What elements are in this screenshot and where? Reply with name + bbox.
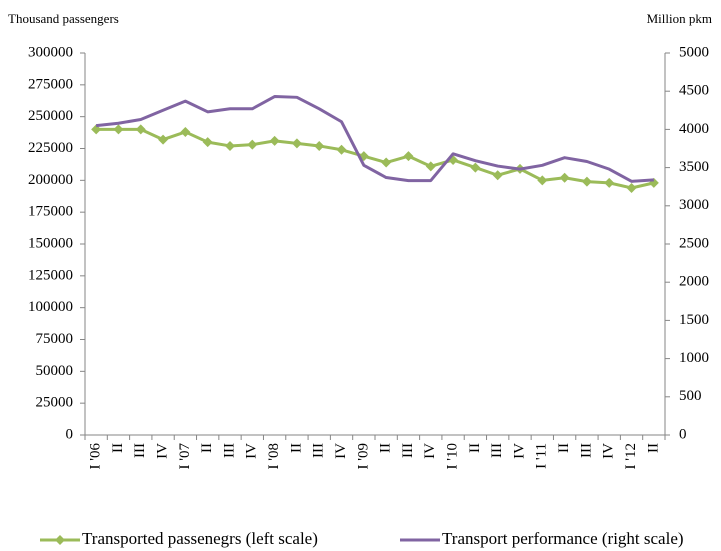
x-tick-label: IV (244, 443, 260, 459)
x-tick-label: II (645, 443, 661, 453)
x-tick-label: I '12 (623, 443, 639, 469)
y2-tick-label: 3000 (679, 197, 709, 213)
x-tick-label: III (578, 443, 594, 458)
x-tick-label: III (311, 443, 327, 458)
x-tick-label: I '06 (88, 443, 104, 470)
x-tick-label: III (489, 443, 505, 458)
point-marker (269, 135, 280, 146)
y2-tick-label: 0 (679, 426, 687, 442)
legend-label: Transport performance (right scale) (442, 529, 684, 548)
legend-label: Transported passenegrs (left scale) (82, 529, 318, 548)
point-marker (581, 176, 592, 187)
x-tick-label: I '10 (445, 443, 461, 469)
x-tick-label: III (132, 443, 148, 458)
y-axis-label: Thousand passengers (8, 11, 119, 26)
point-marker (470, 162, 481, 173)
y-tick-label: 175000 (28, 204, 73, 220)
point-marker (314, 140, 325, 151)
point-marker (180, 126, 191, 137)
x-tick-label: IV (155, 443, 171, 459)
point-marker (135, 124, 146, 135)
x-tick-label: IV (601, 443, 617, 459)
y2-tick-label: 1500 (679, 312, 709, 328)
y-tick-label: 225000 (28, 140, 73, 156)
y2-axis-label: Million pkm (647, 11, 712, 26)
y-tick-label: 125000 (28, 267, 73, 283)
x-tick-label: II (556, 443, 572, 453)
series-line (96, 95, 654, 183)
y2-tick-label: 500 (679, 388, 702, 404)
y-tick-label: 75000 (36, 331, 74, 347)
y2-tick-label: 1000 (679, 350, 709, 366)
point-marker (336, 144, 347, 155)
point-marker (403, 151, 414, 162)
point-marker (381, 157, 392, 168)
point-marker (559, 172, 570, 183)
x-tick-label: II (288, 443, 304, 453)
y-tick-label: 150000 (28, 235, 73, 251)
y2-tick-label: 2000 (679, 274, 709, 290)
point-marker (202, 137, 213, 148)
y-tick-label: 275000 (28, 76, 73, 92)
y2-tick-label: 4000 (679, 121, 709, 137)
y-tick-label: 25000 (36, 395, 74, 411)
y-tick-label: 100000 (28, 299, 73, 315)
y-tick-label: 50000 (36, 363, 74, 379)
point-marker (158, 134, 169, 145)
point-marker (247, 139, 258, 150)
y-tick-label: 200000 (28, 172, 73, 188)
x-tick-label: IV (511, 443, 527, 459)
point-marker (113, 124, 124, 135)
x-tick-label: II (378, 443, 394, 453)
x-tick-label: II (467, 443, 483, 453)
x-tick-label: I '09 (355, 443, 371, 469)
y2-tick-label: 4500 (679, 83, 709, 99)
point-marker (626, 182, 637, 193)
x-tick-label: IV (422, 443, 438, 459)
point-marker (225, 140, 235, 151)
x-tick-label: I '07 (177, 443, 193, 470)
point-marker (604, 177, 615, 188)
point-marker (492, 170, 503, 181)
x-tick-label: II (199, 443, 215, 453)
y2-tick-label: 2500 (679, 235, 709, 251)
y-tick-label: 0 (66, 426, 74, 442)
point-marker (91, 124, 102, 135)
y-tick-label: 300000 (28, 44, 73, 60)
x-tick-label: III (400, 443, 416, 458)
x-tick-label: III (221, 443, 237, 458)
point-marker (291, 138, 302, 149)
x-tick-label: IV (333, 443, 349, 459)
x-tick-label: II (110, 443, 126, 453)
point-marker (537, 175, 548, 186)
legend-marker (55, 535, 65, 545)
x-tick-label: I '11 (534, 443, 550, 469)
y-tick-label: 250000 (28, 108, 73, 124)
y2-tick-label: 3500 (679, 159, 709, 175)
y2-tick-label: 5000 (679, 44, 709, 60)
point-marker (425, 161, 436, 172)
x-tick-label: I '08 (266, 443, 282, 469)
